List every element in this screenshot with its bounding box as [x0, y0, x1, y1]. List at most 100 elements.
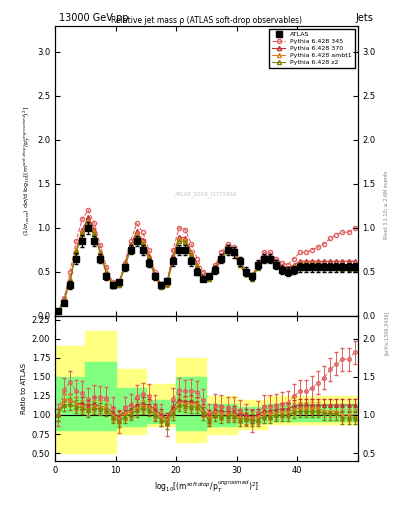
Line: Pythia 6.428 370: Pythia 6.428 370	[56, 215, 357, 313]
Pythia 6.428 370	[213, 264, 218, 270]
Pythia 6.428 z2	[213, 267, 218, 273]
Pythia 6.428 345	[352, 225, 357, 231]
Pythia 6.428 z2	[346, 266, 351, 272]
Pythia 6.428 370	[304, 258, 309, 264]
Pythia 6.428 370	[116, 280, 121, 286]
Pythia 6.428 345	[231, 244, 236, 250]
Pythia 6.428 ambt1	[62, 297, 66, 303]
Pythia 6.428 345	[250, 276, 254, 282]
Pythia 6.428 z2	[195, 264, 200, 270]
Pythia 6.428 370	[56, 308, 61, 314]
Pythia 6.428 370	[346, 258, 351, 264]
Pythia 6.428 z2	[165, 281, 169, 287]
Pythia 6.428 ambt1	[183, 237, 187, 243]
Pythia 6.428 345	[86, 207, 91, 214]
Pythia 6.428 ambt1	[98, 249, 103, 255]
Line: Pythia 6.428 ambt1: Pythia 6.428 ambt1	[56, 219, 357, 313]
Text: Jets: Jets	[356, 13, 373, 23]
Pythia 6.428 370	[171, 253, 175, 259]
Pythia 6.428 z2	[310, 262, 314, 268]
Pythia 6.428 345	[140, 229, 145, 236]
Pythia 6.428 z2	[298, 262, 303, 268]
Pythia 6.428 345	[116, 282, 121, 288]
Pythia 6.428 370	[219, 253, 224, 259]
Text: [arXiv:1306.3436]: [arXiv:1306.3436]	[384, 311, 389, 355]
Pythia 6.428 ambt1	[298, 260, 303, 266]
Pythia 6.428 ambt1	[328, 262, 333, 268]
Pythia 6.428 z2	[207, 276, 212, 282]
Pythia 6.428 345	[62, 295, 66, 301]
Pythia 6.428 ambt1	[56, 308, 61, 314]
Pythia 6.428 345	[80, 216, 84, 222]
Pythia 6.428 345	[255, 260, 260, 266]
Pythia 6.428 370	[274, 258, 278, 264]
Pythia 6.428 370	[147, 253, 151, 259]
Pythia 6.428 z2	[116, 282, 121, 288]
Pythia 6.428 370	[286, 265, 290, 271]
Pythia 6.428 345	[207, 273, 212, 279]
Pythia 6.428 ambt1	[286, 267, 290, 273]
Pythia 6.428 345	[147, 247, 151, 253]
Pythia 6.428 345	[92, 220, 97, 226]
Pythia 6.428 z2	[237, 262, 242, 268]
Pythia 6.428 z2	[183, 239, 187, 245]
Pythia 6.428 370	[104, 269, 109, 275]
Pythia 6.428 370	[268, 253, 272, 259]
Pythia 6.428 370	[159, 282, 163, 288]
Pythia 6.428 370	[334, 258, 339, 264]
Pythia 6.428 z2	[268, 257, 272, 263]
Pythia 6.428 z2	[250, 276, 254, 282]
Line: Pythia 6.428 z2: Pythia 6.428 z2	[56, 221, 357, 313]
Pythia 6.428 ambt1	[165, 280, 169, 286]
Pythia 6.428 z2	[56, 308, 61, 314]
Pythia 6.428 370	[183, 236, 187, 242]
Pythia 6.428 370	[86, 214, 91, 220]
Pythia 6.428 ambt1	[346, 264, 351, 270]
Pythia 6.428 345	[152, 269, 157, 275]
Pythia 6.428 370	[189, 248, 194, 254]
Pythia 6.428 345	[292, 255, 296, 262]
Pythia 6.428 ambt1	[80, 229, 84, 236]
Pythia 6.428 370	[129, 242, 133, 248]
Pythia 6.428 z2	[225, 248, 230, 254]
Pythia 6.428 ambt1	[129, 244, 133, 250]
Pythia 6.428 z2	[334, 264, 339, 270]
Pythia 6.428 z2	[340, 266, 345, 272]
Pythia 6.428 370	[261, 253, 266, 259]
Pythia 6.428 370	[231, 247, 236, 253]
Pythia 6.428 370	[177, 233, 182, 240]
Pythia 6.428 345	[104, 264, 109, 270]
Pythia 6.428 ambt1	[243, 270, 248, 276]
Line: Pythia 6.428 345: Pythia 6.428 345	[56, 208, 357, 313]
Pythia 6.428 370	[298, 258, 303, 264]
Pythia 6.428 370	[140, 237, 145, 243]
Pythia 6.428 z2	[110, 283, 115, 289]
Pythia 6.428 345	[219, 249, 224, 255]
Pythia 6.428 ambt1	[159, 283, 163, 289]
Pythia 6.428 ambt1	[171, 255, 175, 262]
Pythia 6.428 z2	[352, 266, 357, 272]
Pythia 6.428 ambt1	[250, 275, 254, 281]
Pythia 6.428 ambt1	[104, 269, 109, 275]
Pythia 6.428 z2	[86, 220, 91, 226]
Pythia 6.428 370	[310, 258, 314, 264]
Text: Rivet 3.1.10; ≥ 2.6M events: Rivet 3.1.10; ≥ 2.6M events	[384, 170, 389, 239]
Pythia 6.428 ambt1	[304, 260, 309, 266]
Pythia 6.428 345	[129, 238, 133, 244]
Pythia 6.428 ambt1	[189, 250, 194, 257]
Pythia 6.428 z2	[129, 246, 133, 252]
Pythia 6.428 345	[159, 282, 163, 288]
Pythia 6.428 ambt1	[219, 254, 224, 261]
Pythia 6.428 345	[195, 255, 200, 262]
Pythia 6.428 ambt1	[140, 239, 145, 245]
Pythia 6.428 ambt1	[322, 262, 327, 268]
Pythia 6.428 ambt1	[255, 264, 260, 270]
Pythia 6.428 370	[280, 264, 285, 270]
Pythia 6.428 ambt1	[68, 276, 73, 282]
Pythia 6.428 ambt1	[134, 231, 139, 237]
Pythia 6.428 z2	[147, 257, 151, 263]
Pythia 6.428 345	[274, 255, 278, 262]
Text: ATLAS_2019_I1772362: ATLAS_2019_I1772362	[175, 191, 238, 197]
Pythia 6.428 ambt1	[280, 265, 285, 271]
Pythia 6.428 ambt1	[122, 264, 127, 270]
